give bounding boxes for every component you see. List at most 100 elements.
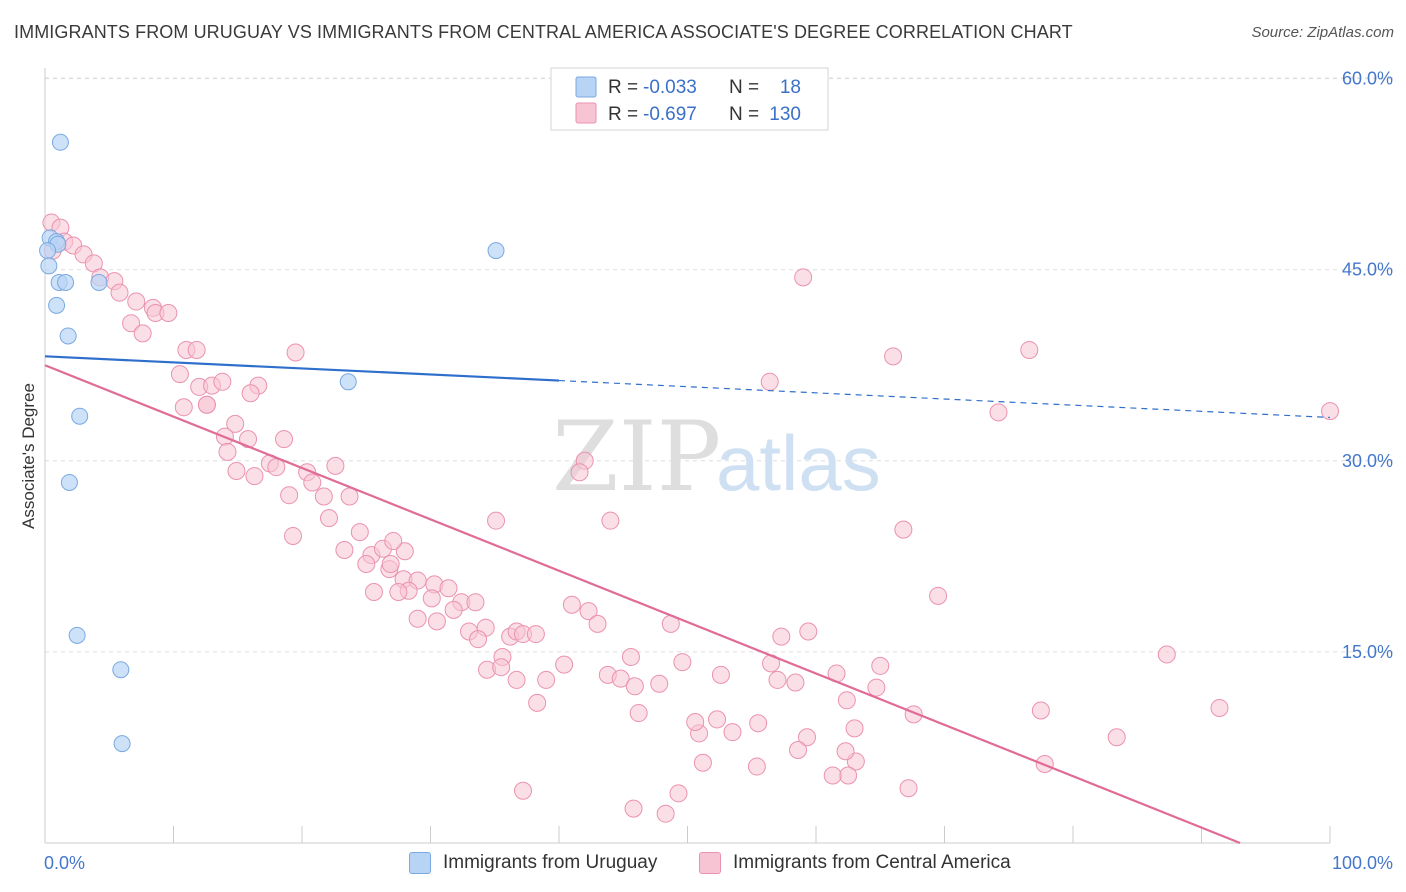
data-point-central-america [845, 719, 864, 738]
legend-item-uruguay[interactable]: Immigrants from Uruguay [409, 852, 657, 874]
data-point-central-america [466, 593, 485, 612]
data-point-central-america [621, 647, 640, 666]
legend-r-value-2: -0.697 [643, 104, 697, 125]
legend-n-value-1: 18 [780, 77, 801, 98]
data-point-central-america [708, 710, 727, 729]
data-point-uruguay [57, 273, 75, 291]
data-point-central-america [768, 670, 787, 689]
axes [44, 68, 1331, 844]
data-point-uruguay [113, 735, 131, 753]
data-point-central-america [314, 487, 333, 506]
data-point-central-america [444, 600, 463, 619]
data-point-central-america [749, 714, 768, 733]
y-axis-label: Associate's Degree [19, 383, 38, 529]
data-point-central-america [562, 595, 581, 614]
y-tick-label: 15.0% [1342, 642, 1393, 662]
data-point-central-america [197, 395, 216, 414]
data-point-central-america [133, 324, 152, 343]
watermark: ZIP atlas [552, 401, 881, 513]
data-point-central-america [789, 740, 808, 759]
data-point-central-america [110, 283, 129, 302]
data-point-central-america [170, 365, 189, 384]
legend-r-label-1: R = [608, 77, 638, 98]
data-point-central-america [693, 753, 712, 772]
data-point-central-america [384, 532, 403, 551]
data-point-central-america [422, 589, 441, 608]
data-point-central-america [669, 784, 688, 803]
data-point-central-america [1210, 698, 1229, 717]
data-point-uruguay [40, 257, 58, 275]
data-point-central-america [469, 630, 488, 649]
data-point-central-america [629, 704, 648, 723]
data-point-central-america [284, 526, 303, 545]
data-point-central-america [624, 799, 643, 818]
data-point-central-america [601, 511, 620, 530]
series-uruguay [39, 133, 505, 753]
data-point-uruguay [68, 626, 86, 644]
data-point-central-america [280, 486, 299, 505]
data-point-central-america [526, 625, 545, 644]
data-point-central-america [711, 665, 730, 684]
data-point-central-america [213, 372, 232, 391]
data-point-uruguay [39, 242, 57, 260]
data-point-central-america [389, 583, 408, 602]
data-point-central-america [836, 742, 855, 761]
data-point-central-america [487, 511, 506, 530]
watermark-atlas: atlas [716, 419, 881, 507]
data-point-central-america [686, 712, 705, 731]
data-point-central-america [127, 292, 146, 311]
data-point-central-america [492, 658, 511, 677]
legend-n-value-2: 130 [769, 104, 801, 125]
data-point-central-america [408, 609, 427, 628]
legend-item-central-america[interactable]: Immigrants from Central America [699, 852, 1011, 874]
data-point-central-america [357, 554, 376, 573]
data-point-central-america [884, 347, 903, 366]
data-point-uruguay [339, 373, 357, 391]
data-point-central-america [579, 602, 598, 621]
data-point-central-america [929, 586, 948, 605]
data-point-central-america [1031, 701, 1050, 720]
data-point-central-america [989, 403, 1008, 422]
data-point-uruguay [90, 273, 108, 291]
data-point-central-america [395, 542, 414, 561]
data-point-central-america [537, 670, 556, 689]
data-point-central-america [187, 340, 206, 359]
data-point-central-america [245, 467, 264, 486]
data-point-central-america [673, 653, 692, 672]
data-point-central-america [837, 691, 856, 710]
data-point-central-america [326, 456, 345, 475]
data-point-central-america [174, 398, 193, 417]
data-point-central-america [122, 314, 141, 333]
legend-swatch-central-america [575, 102, 597, 124]
data-point-central-america [871, 656, 890, 675]
data-point-central-america [303, 473, 322, 492]
data-point-uruguay [51, 133, 69, 151]
data-point-central-america [227, 461, 246, 480]
series-legend: Immigrants from Uruguay Immigrants from … [0, 852, 1406, 878]
data-point-central-america [226, 414, 245, 433]
data-point-central-america [799, 622, 818, 641]
y-tick-label: 30.0% [1342, 451, 1393, 471]
data-point-central-america [794, 268, 813, 287]
data-point-uruguay [71, 407, 89, 425]
legend-n-label-1: N = [729, 77, 759, 98]
data-point-central-america [786, 673, 805, 692]
data-point-central-america [1157, 645, 1176, 664]
data-point-central-america [760, 372, 779, 391]
data-point-central-america [570, 463, 589, 482]
data-point-central-america [625, 677, 644, 696]
data-point-central-america [427, 612, 446, 631]
data-point-central-america [867, 678, 886, 697]
legend-n-label-2: N = [729, 104, 759, 125]
legend-r-label-2: R = [608, 104, 638, 125]
trend-line-central-america [44, 364, 1241, 845]
y-tick-label: 60.0% [1342, 69, 1393, 89]
data-point-central-america [286, 343, 305, 362]
data-point-uruguay [48, 296, 66, 314]
data-point-central-america [747, 757, 766, 776]
correlation-legend: R = -0.033 N = 18 R = -0.697 N = 130 [550, 67, 829, 131]
legend-swatch-blue [409, 852, 431, 874]
data-point-central-america [823, 766, 842, 785]
data-point-central-america [656, 804, 675, 823]
